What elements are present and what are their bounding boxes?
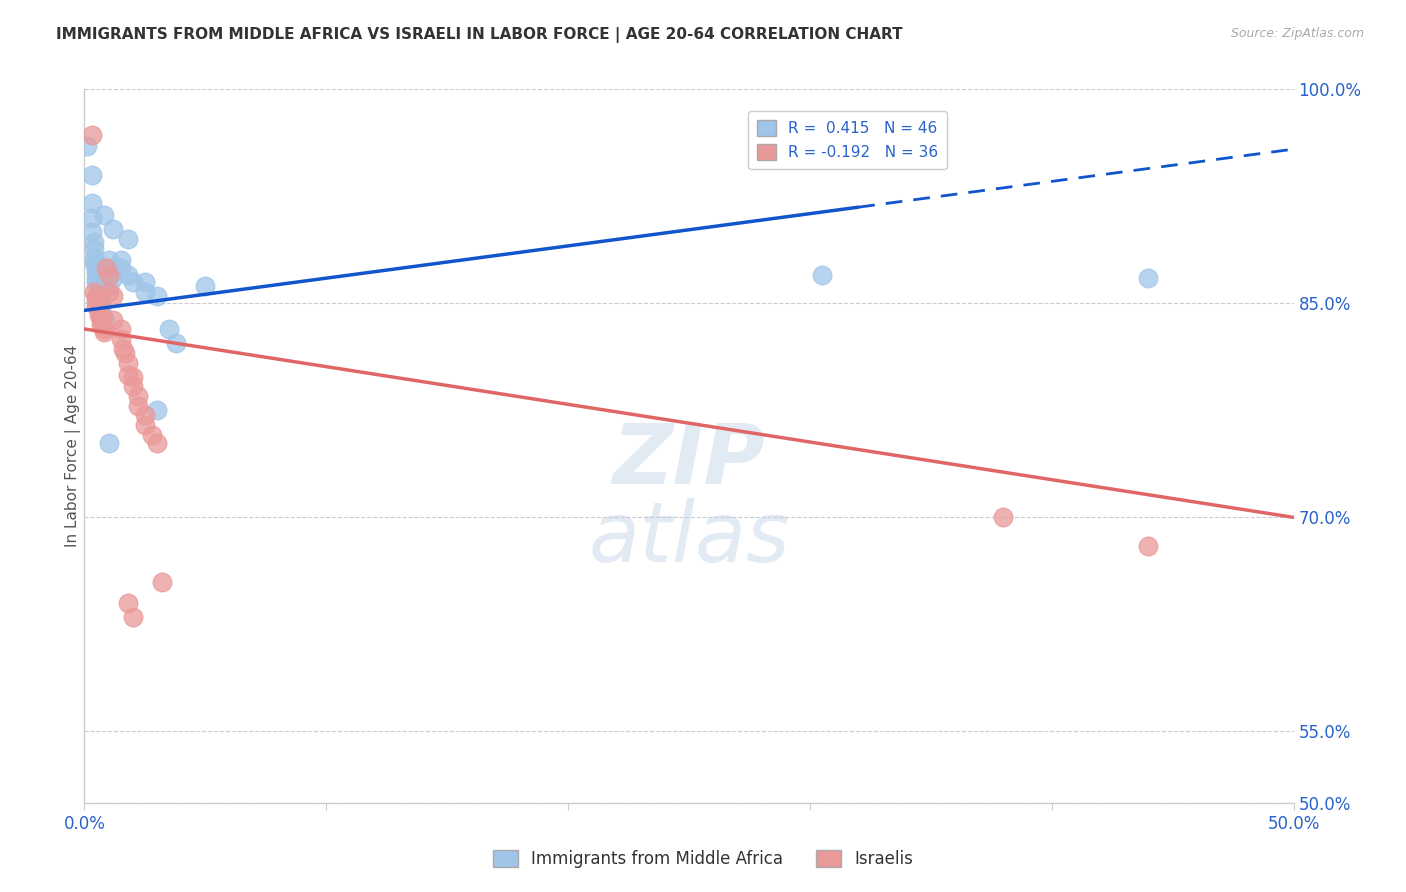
Point xyxy=(103,270,125,285)
Point xyxy=(83,256,105,270)
Text: Source: ZipAtlas.com: Source: ZipAtlas.com xyxy=(1230,27,1364,40)
Point xyxy=(1137,270,1160,285)
Point xyxy=(90,313,112,327)
Point xyxy=(87,285,110,299)
Text: IMMIGRANTS FROM MIDDLE AFRICA VS ISRAELI IN LABOR FORCE | AGE 20-64 CORRELATION : IMMIGRANTS FROM MIDDLE AFRICA VS ISRAELI… xyxy=(56,27,903,43)
Point xyxy=(97,253,120,268)
Point xyxy=(114,346,136,360)
Text: atlas: atlas xyxy=(588,499,790,579)
Point xyxy=(117,368,139,382)
Point xyxy=(121,610,143,624)
Point xyxy=(194,279,217,293)
Point xyxy=(87,289,110,303)
Point xyxy=(117,356,139,370)
Point xyxy=(83,242,105,256)
Point xyxy=(103,313,125,327)
Point xyxy=(146,436,169,450)
Point xyxy=(134,285,156,299)
Point xyxy=(76,139,98,153)
Point xyxy=(112,342,135,356)
Point xyxy=(165,336,187,351)
Point xyxy=(86,275,108,289)
Point xyxy=(117,268,139,282)
Point xyxy=(93,322,115,336)
Point xyxy=(90,303,112,318)
Point xyxy=(80,196,103,211)
Point xyxy=(80,225,103,239)
Point xyxy=(80,128,103,142)
Point xyxy=(86,293,108,308)
Point xyxy=(93,310,115,325)
Point xyxy=(121,275,143,289)
Point xyxy=(87,308,110,322)
Point xyxy=(117,596,139,610)
Point xyxy=(90,308,112,322)
Point xyxy=(127,399,149,413)
Point xyxy=(86,260,108,275)
Point xyxy=(90,293,112,308)
Point xyxy=(134,417,156,432)
Point xyxy=(87,303,110,318)
Point xyxy=(93,325,115,339)
Point xyxy=(117,232,139,246)
Point xyxy=(97,268,120,282)
Point xyxy=(86,270,108,285)
Point xyxy=(103,289,125,303)
Point xyxy=(811,268,834,282)
Point xyxy=(993,510,1015,524)
Point xyxy=(80,168,103,182)
Point xyxy=(86,299,108,313)
Point xyxy=(110,253,132,268)
Point xyxy=(1137,539,1160,553)
Point xyxy=(83,285,105,299)
Point xyxy=(90,299,112,313)
Point xyxy=(134,275,156,289)
Point xyxy=(93,208,115,222)
Text: ZIP: ZIP xyxy=(613,420,765,500)
Point xyxy=(146,289,169,303)
Point xyxy=(134,408,156,422)
Point xyxy=(157,322,180,336)
Point xyxy=(121,370,143,384)
Point xyxy=(93,310,115,325)
Point xyxy=(90,310,112,325)
Point xyxy=(86,289,108,303)
Point xyxy=(121,379,143,393)
Point xyxy=(110,322,132,336)
Point xyxy=(110,332,132,346)
Point xyxy=(103,222,125,236)
Point xyxy=(87,279,110,293)
Point xyxy=(87,293,110,308)
Point xyxy=(83,235,105,249)
Point xyxy=(141,427,163,442)
Point xyxy=(97,279,120,293)
Y-axis label: In Labor Force | Age 20-64: In Labor Force | Age 20-64 xyxy=(65,345,82,547)
Point xyxy=(86,265,108,279)
Point xyxy=(83,251,105,265)
Point xyxy=(97,260,120,275)
Point xyxy=(90,318,112,332)
Point xyxy=(97,285,120,299)
Point xyxy=(150,574,173,589)
Point xyxy=(103,265,125,279)
Point xyxy=(146,403,169,417)
Point xyxy=(80,211,103,225)
Legend: R =  0.415   N = 46, R = -0.192   N = 36: R = 0.415 N = 46, R = -0.192 N = 36 xyxy=(748,112,948,169)
Legend: Immigrants from Middle Africa, Israelis: Immigrants from Middle Africa, Israelis xyxy=(486,843,920,875)
Point xyxy=(94,260,117,275)
Point xyxy=(86,256,108,270)
Point xyxy=(127,389,149,403)
Point xyxy=(97,436,120,450)
Point xyxy=(110,260,132,275)
